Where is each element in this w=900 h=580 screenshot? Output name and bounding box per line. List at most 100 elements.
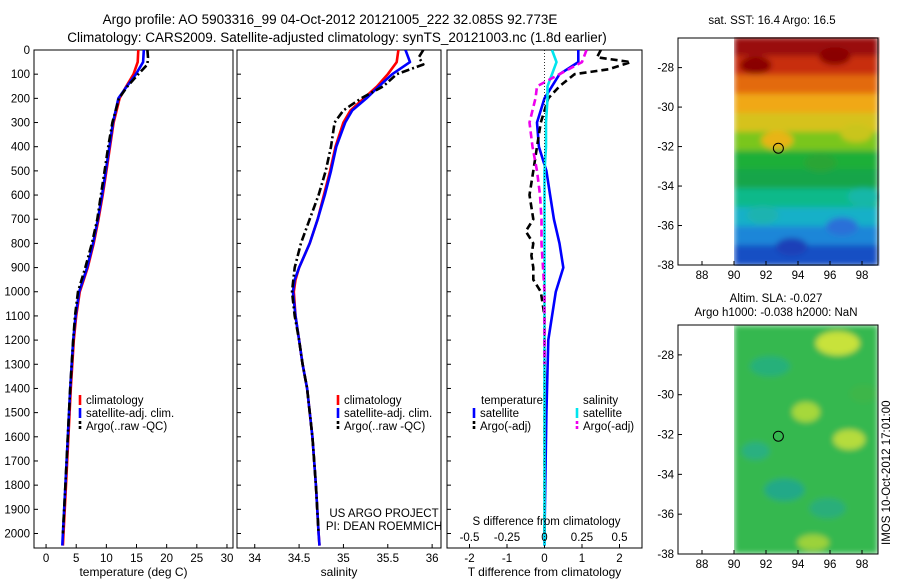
pi-annotation: PI: DEAN ROEMMICH — [326, 521, 442, 533]
y-tick-label: 1100 — [5, 311, 30, 323]
x-tick-label: 20 — [160, 553, 173, 565]
y-tick-label: 100 — [11, 69, 30, 81]
map-y-tick-label: -36 — [657, 221, 674, 233]
x-tick-label: 25 — [190, 553, 203, 565]
figure-title-line2: Climatology: CARS2009. Satellite-adjuste… — [67, 30, 607, 45]
s-axis-label: S difference from climatology — [472, 516, 620, 528]
salinity-panel: 34 34.5 35 35.5 36 salinity climatologysatelli… — [236, 49, 442, 579]
differences-xlabel: T difference from climatology — [468, 565, 622, 579]
sla-map-field — [734, 325, 878, 554]
map-x-tick-label: 88 — [696, 559, 709, 571]
y-tick-label: 0 — [24, 45, 30, 57]
sla-patch — [764, 478, 805, 501]
map-y-tick-label: -32 — [657, 142, 674, 154]
sst-patch — [746, 206, 779, 225]
legend-label: satellite — [583, 408, 622, 420]
salinity-series-group — [290, 50, 425, 546]
y-tick-label: 200 — [11, 93, 30, 105]
map-y-tick-label: -32 — [657, 430, 674, 442]
sst-patch — [818, 47, 851, 66]
y-tick-label: 1700 — [4, 456, 30, 468]
sla-patch — [792, 402, 820, 423]
sla-patch — [797, 534, 830, 551]
x-tick-label: -2 — [464, 553, 474, 565]
map-y-tick-label: -28 — [657, 63, 674, 75]
s-tick-label: 0.5 — [612, 532, 628, 544]
x-tick-label: 30 — [221, 553, 234, 565]
sst-band — [734, 74, 878, 96]
float-position-marker — [772, 430, 784, 442]
legend-label: satellite-adj. clim. — [86, 408, 174, 420]
sst-map-frame — [677, 37, 879, 266]
y-tick-label: 1200 — [4, 335, 30, 347]
sst-map-field — [734, 37, 880, 266]
map-y-tick-label: -38 — [657, 549, 674, 561]
sla-map-frame — [677, 324, 879, 555]
x-tick-label: 1 — [579, 553, 585, 565]
y-tick-label: 300 — [11, 118, 30, 130]
sst-band — [734, 169, 878, 191]
salinity-xlabel: salinity — [321, 565, 358, 579]
temperature-panel: 0100200300400500600700800900100011001200… — [4, 45, 234, 579]
map-x-tick-label: 90 — [728, 559, 741, 571]
temperature-xlabel: temperature (deg C) — [79, 565, 187, 579]
y-tick-label: 600 — [11, 190, 30, 202]
y-tick-label: 1400 — [4, 383, 30, 395]
x-tick-label: 34 — [248, 553, 261, 565]
map-y-tick-label: -30 — [657, 390, 674, 402]
sst-band — [734, 112, 878, 134]
legend-label: Argo(..raw -QC) — [344, 421, 425, 433]
difference-panel: -2 -1 0 1 2T difference from climatology -0.5… — [446, 49, 643, 579]
differences-series-0 — [535, 50, 580, 546]
sla-patch — [815, 331, 860, 356]
x-tick-label: 2 — [616, 553, 622, 565]
project-annotation: US ARGO PROJECT — [329, 508, 438, 520]
y-tick-label: 1000 — [4, 287, 30, 299]
sla-patch — [849, 384, 878, 403]
y-tick-label: 1900 — [4, 504, 30, 516]
x-tick-label: 35 — [337, 553, 350, 565]
map-y-tick-label: -30 — [657, 102, 674, 114]
y-tick-label: 900 — [11, 263, 30, 275]
s-tick-label: -0.25 — [494, 532, 520, 544]
s-tick-label: 0.25 — [571, 532, 593, 544]
imos-credit: IMOS 10-Oct-2012 17:01:00 — [881, 401, 893, 545]
y-tick-label: 400 — [11, 142, 30, 154]
s-tick-label: 0 — [541, 532, 547, 544]
y-tick-label: 1500 — [4, 408, 30, 420]
sla-patch — [833, 429, 866, 450]
x-tick-label: 34.5 — [288, 553, 310, 565]
sst-patch — [761, 131, 794, 150]
sla-map-panel: Altim. SLA: -0.027 Argo h1000: -0.038 h20… — [657, 293, 879, 571]
differences-series-1 — [524, 50, 633, 534]
y-tick-label: 800 — [11, 238, 30, 250]
sst-map-panel: sat. SST: 16.4 Argo: 16.5 88 90 92 94 96 98 -28… — [657, 15, 880, 282]
salinity-series-2 — [290, 50, 425, 534]
sst-patch — [840, 124, 873, 143]
map-x-tick-label: 96 — [824, 559, 837, 571]
legend-label: Argo(-adj) — [583, 421, 634, 433]
y-tick-label: 1300 — [4, 359, 30, 371]
y-tick-label: 1600 — [4, 432, 30, 444]
s-tick-label: -0.5 — [460, 532, 480, 544]
y-tick-label: 700 — [11, 214, 30, 226]
legend-label: Argo(..raw -QC) — [86, 421, 167, 433]
legend-label: climatology — [86, 395, 144, 407]
x-tick-label: 10 — [100, 553, 113, 565]
x-tick-label: -1 — [502, 553, 512, 565]
map-y-tick-label: -36 — [657, 509, 674, 521]
map-x-tick-label: 98 — [856, 270, 869, 282]
legend-label: climatology — [344, 395, 402, 407]
sla-map-title-2: Argo h1000: -0.038 h2000: NaN — [694, 307, 857, 319]
map-x-tick-label: 90 — [728, 270, 741, 282]
legend-label: satellite — [480, 408, 519, 420]
y-tick-label: 500 — [11, 166, 30, 178]
sla-patch — [809, 498, 846, 519]
salinity-series-1 — [291, 50, 412, 546]
sst-map-title: sat. SST: 16.4 Argo: 16.5 — [708, 15, 835, 27]
sst-patch — [847, 187, 880, 206]
legend-label: Argo(-adj) — [480, 421, 531, 433]
x-tick-label: 0 — [541, 553, 547, 565]
x-tick-label: 0 — [43, 553, 49, 565]
